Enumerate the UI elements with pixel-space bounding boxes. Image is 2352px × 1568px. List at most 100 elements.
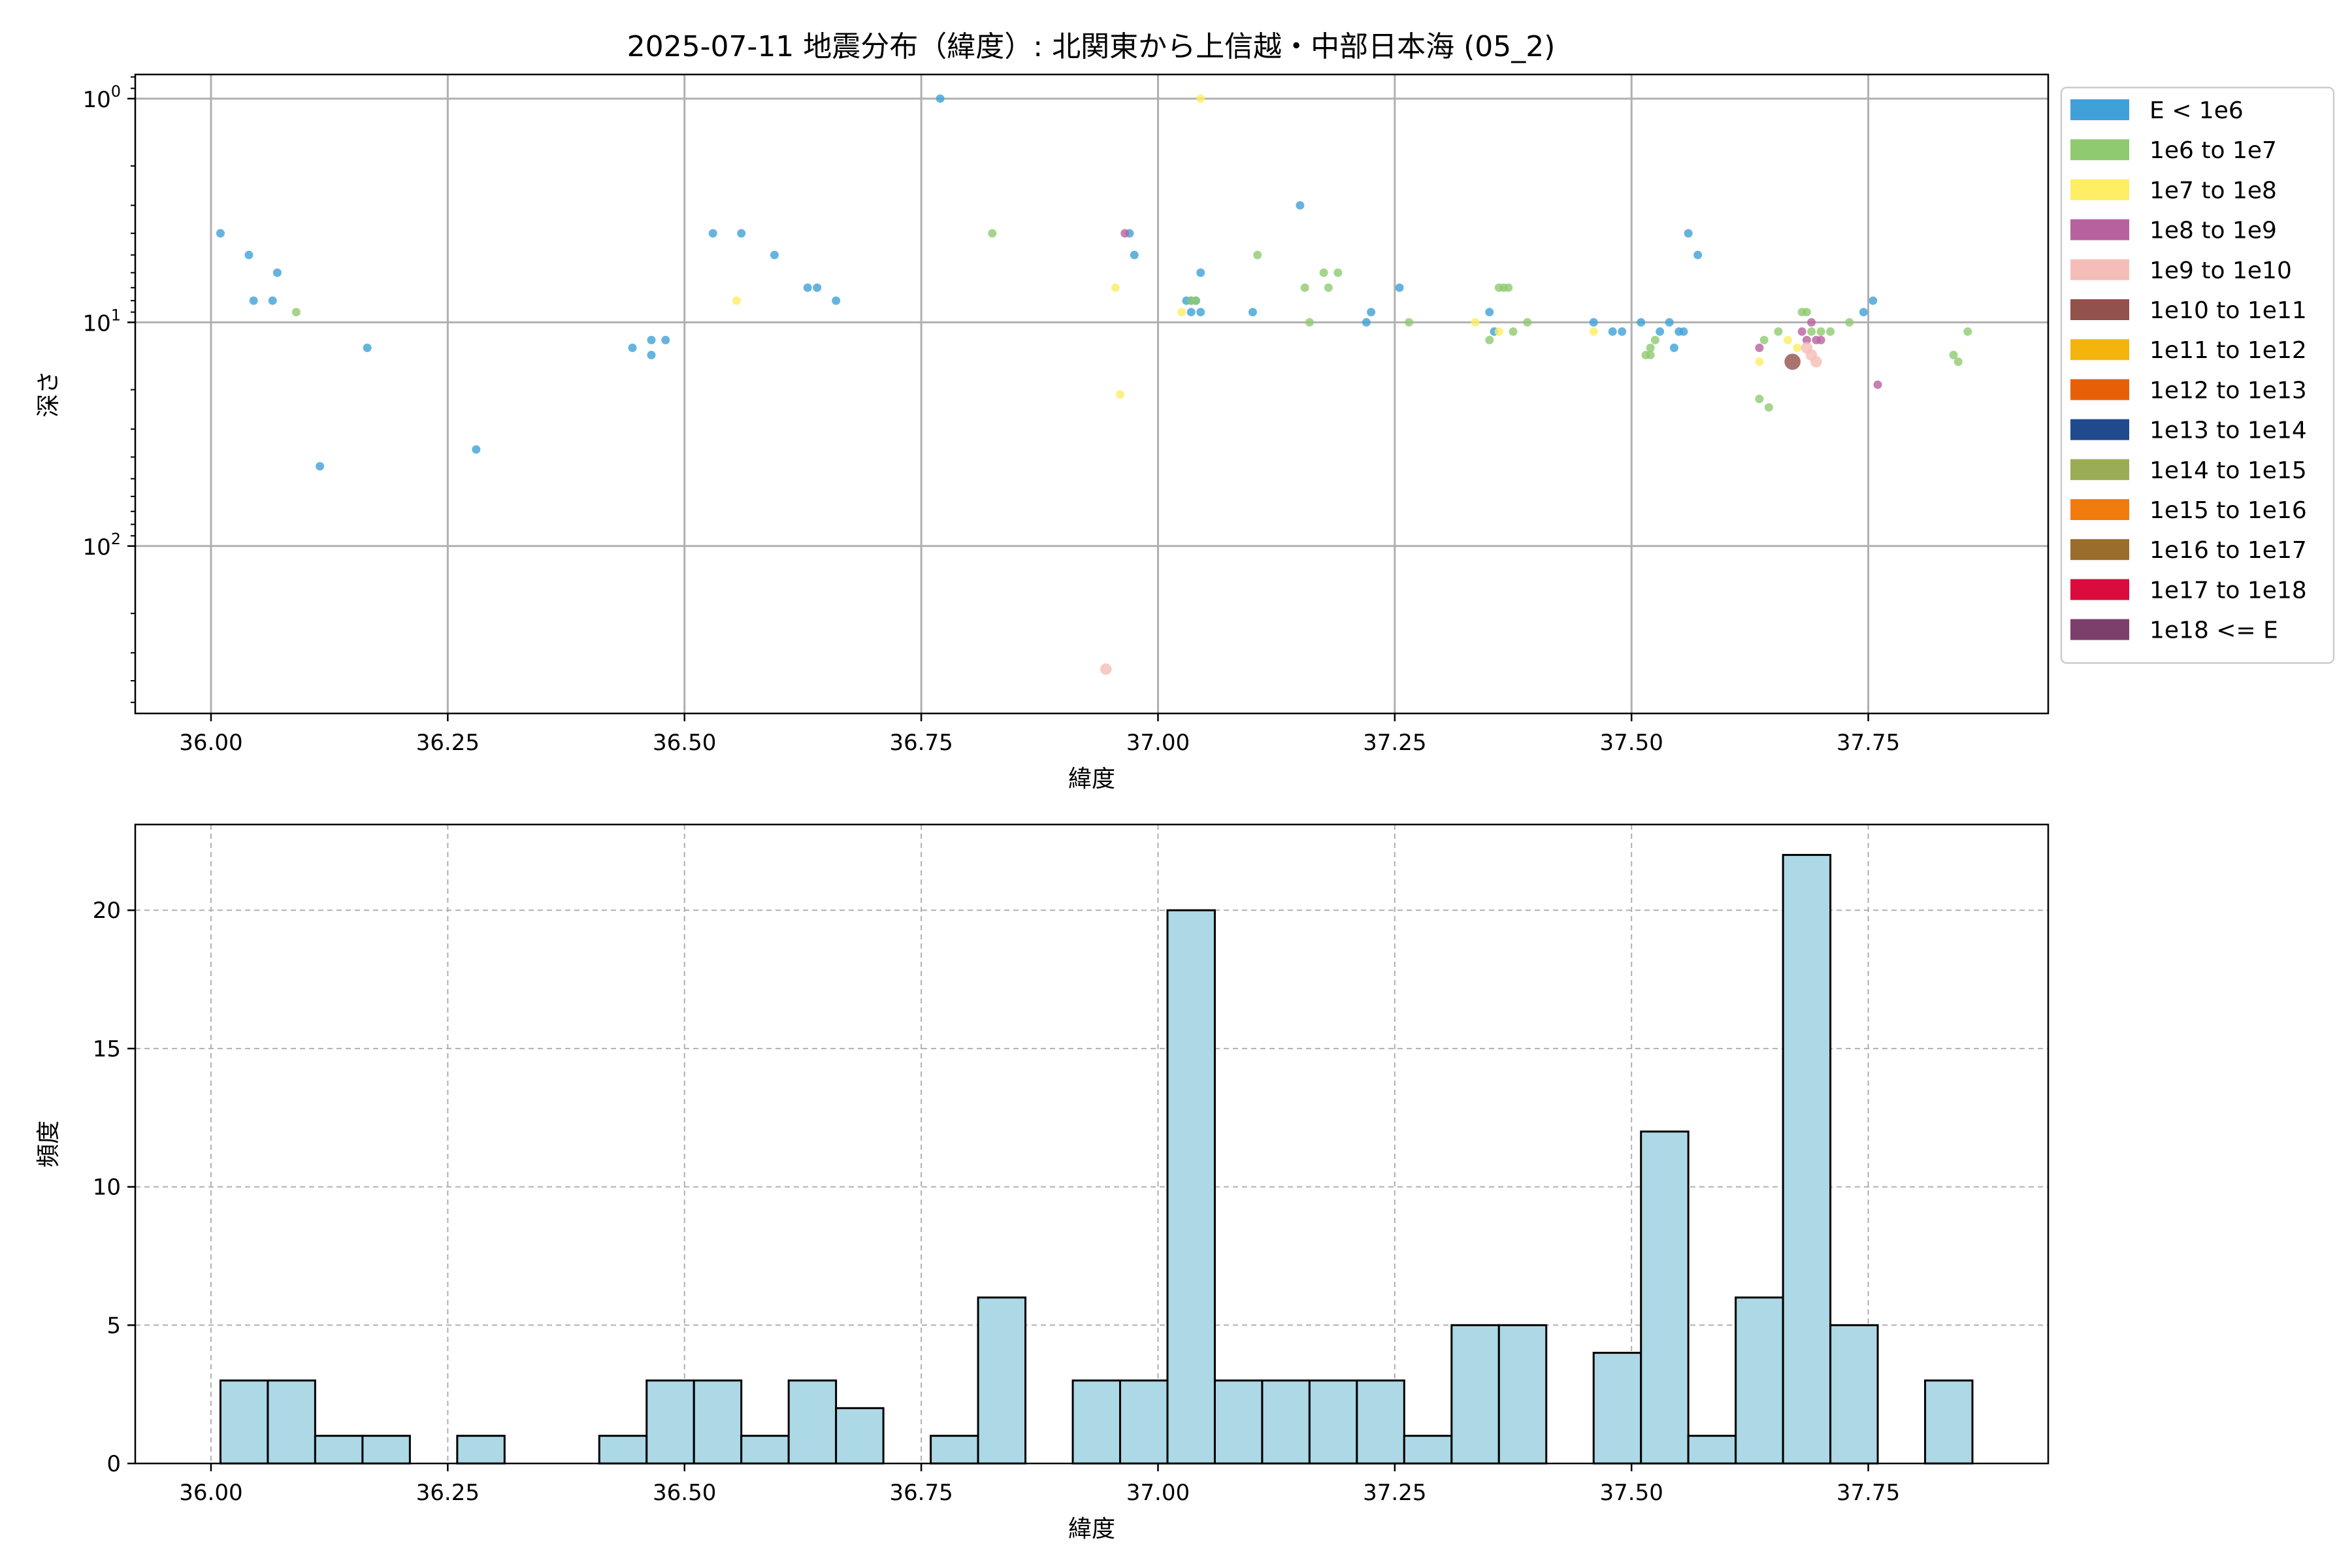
scatter-point [1485,308,1494,317]
scatter-point [1669,343,1678,352]
histogram-bar [1829,1324,1879,1465]
scatter-point [1650,335,1659,344]
hist-x-tick-label: 36.00 [179,1480,242,1506]
scatter-point [1324,283,1333,292]
hist-x-tick-label: 37.75 [1837,1480,1900,1506]
legend-swatch [2070,339,2129,361]
legend: E < 1e6 1e6 to 1e7 1e7 to 1e8 1e8 to 1e9 1e9… [2060,86,2335,664]
scatter-point [1367,308,1376,317]
histogram-bar [1261,1379,1311,1465]
scatter-point [1589,318,1598,327]
legend-swatch [2070,579,2129,600]
scatter-point [268,296,277,305]
hist-x-tick-label: 36.75 [889,1480,953,1506]
scatter-point [1953,357,1963,367]
scatter-point [737,229,746,238]
scatter-point [1693,250,1703,259]
scatter-point [1130,250,1139,259]
scatter-point [1963,327,1972,336]
hist-x-axis-label: 緯度 [1068,1516,1115,1543]
scatter-y-tick-label: 102 [82,530,121,561]
scatter-point [291,308,301,317]
scatter-point [1191,296,1200,305]
scatter-point [1755,357,1764,367]
hist-x-tick-label: 36.50 [653,1480,716,1506]
scatter-point [988,229,997,238]
scatter-point [1755,343,1764,352]
scatter-point [1869,296,1878,305]
scatter-point [647,350,656,359]
scatter-x-axis-label: 緯度 [1068,766,1115,792]
hist-axes-frame [134,823,2050,1465]
scatter-point [1618,327,1627,336]
scatter-point [1196,308,1205,317]
legend-frame [2060,86,2335,664]
hist-y-tick-label: 10 [93,1175,121,1201]
legend-entry-label: 1e17 to 1e18 [2149,577,2307,604]
scatter-point [770,250,779,259]
scatter-point [1120,229,1130,238]
scatter-point [1845,318,1854,327]
histogram-bar [361,1435,411,1465]
scatter-point [1759,335,1769,344]
scatter-point [1949,350,1958,359]
legend-entry-label: 1e13 to 1e14 [2149,417,2307,444]
legend-swatch [2070,499,2129,520]
scatter-x-tick-label: 36.75 [889,730,953,756]
scatter-x-tick-label: 37.25 [1363,730,1426,756]
histogram-bar [314,1435,364,1465]
scatter-y-tick-label: 100 [82,82,121,113]
scatter-point [832,296,841,305]
histogram-bar [1403,1435,1453,1465]
legend-entry-label: 1e7 to 1e8 [2149,177,2277,204]
histogram-bar [1450,1324,1500,1465]
histogram-bar [1640,1130,1690,1465]
legend-entry-label: 1e6 to 1e7 [2149,137,2277,164]
scatter-point [1646,350,1655,359]
scatter-point [272,268,282,277]
hist-y-axis-label: 頻度 [35,1120,62,1168]
scatter-point [1186,308,1196,317]
scatter-point [803,283,812,292]
scatter-x-tick-label: 36.50 [653,730,716,756]
scatter-point [1504,283,1513,292]
legend-swatch [2070,219,2129,240]
histogram-bar [1356,1379,1405,1465]
scatter-point [1523,318,1532,327]
hist-x-tick-label: 37.00 [1126,1480,1190,1506]
scatter-point [1405,318,1414,327]
scatter-point [1248,308,1257,317]
scatter-point [1646,343,1655,352]
scatter-point [363,343,372,352]
legend-entry-label: 1e15 to 1e16 [2149,497,2307,524]
scatter-y-tick-label: 101 [82,306,121,336]
scatter-point [1300,283,1309,292]
histogram-bar [1782,854,1832,1465]
scatter-point [216,229,225,238]
scatter-point [1816,327,1825,336]
scatter-x-tick-label: 37.75 [1837,730,1900,756]
hist-x-tick-label: 36.25 [416,1480,480,1506]
histogram-bar [1924,1379,1974,1465]
scatter-point [1494,327,1503,336]
histogram-bar [1071,1379,1121,1465]
legend-swatch [2070,139,2129,161]
scatter-axes-frame [134,73,2050,715]
histogram-bar [1119,1379,1169,1465]
scatter-point [732,296,741,305]
histogram-bar [1497,1324,1548,1465]
scatter-x-tick-label: 36.25 [416,730,480,756]
scatter-point [1253,250,1262,259]
scatter-point [1296,201,1305,210]
scatter-point [1783,335,1792,344]
scatter-point [1684,229,1693,238]
scatter-point [1111,283,1120,292]
scatter-point [472,445,481,454]
scatter-point [1196,268,1205,277]
scatter-point [1793,343,1802,352]
scatter-point [628,343,637,352]
legend-swatch [2070,419,2129,440]
scatter-point [1319,268,1328,277]
scatter-point [1665,318,1674,327]
